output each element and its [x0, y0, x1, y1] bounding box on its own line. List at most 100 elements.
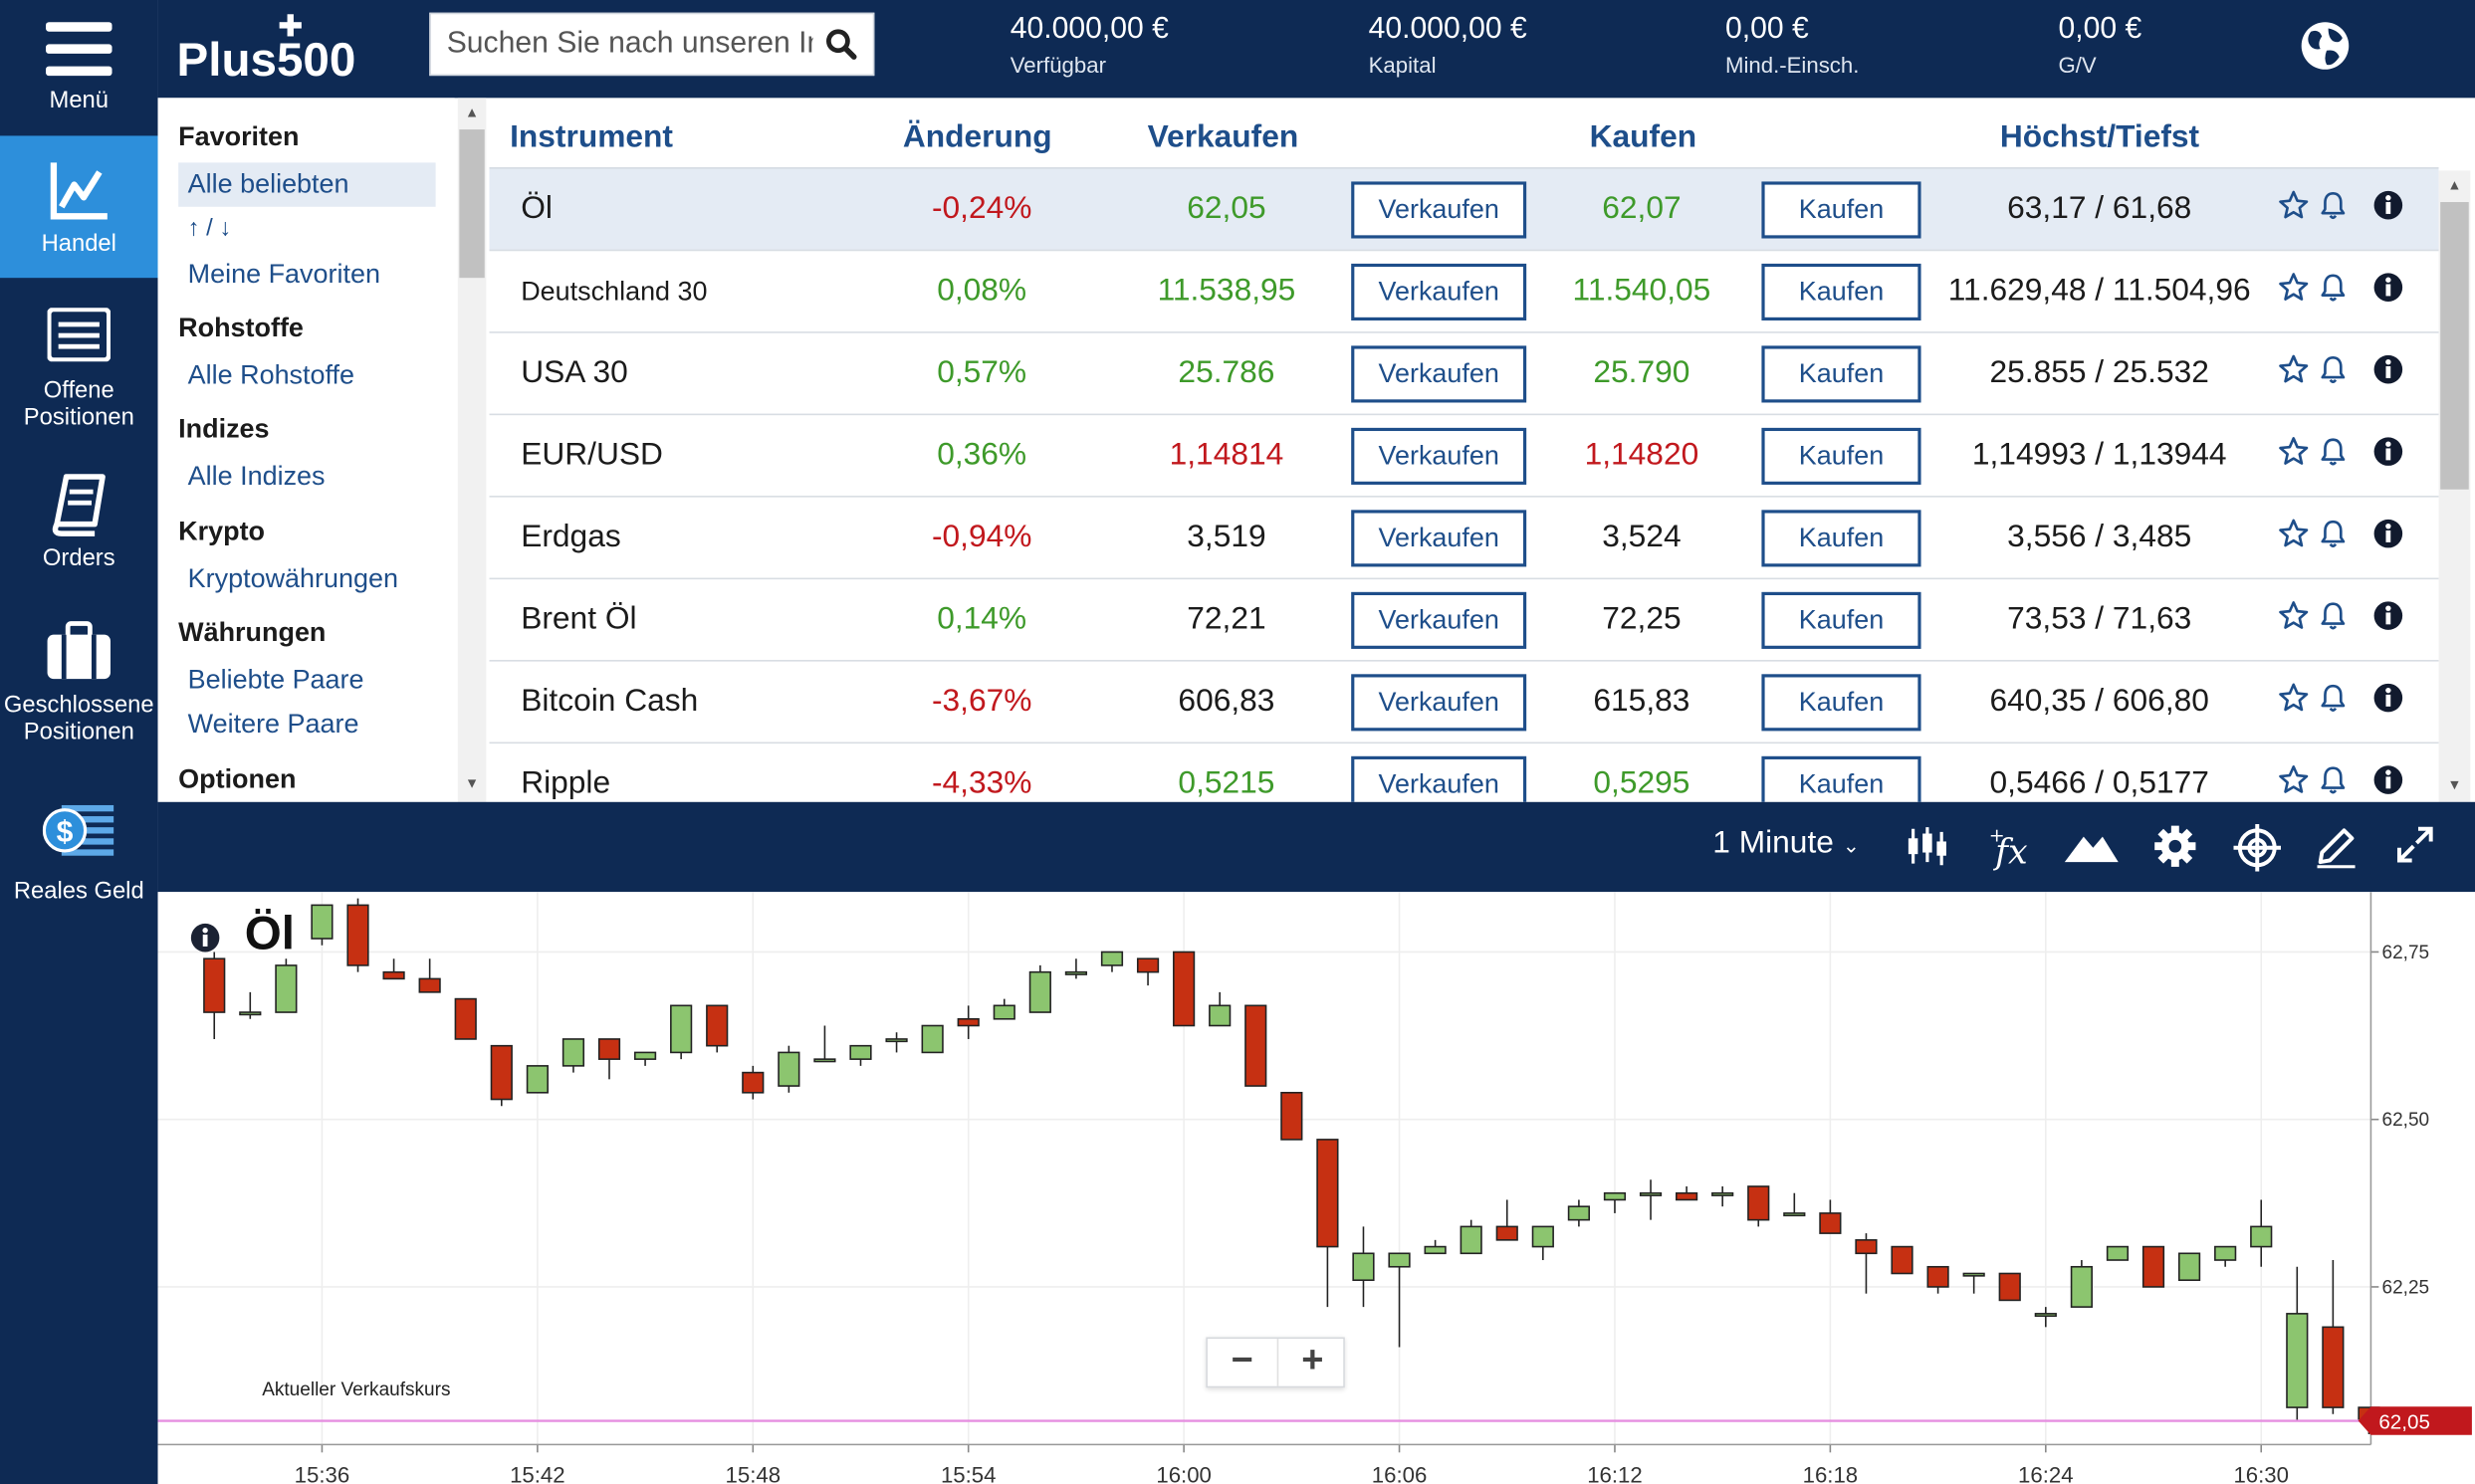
- nav-open-positions[interactable]: Offene Positionen: [0, 292, 158, 442]
- cat-heading-commodities: Rohstoffe: [178, 313, 304, 343]
- bell-icon[interactable]: [2318, 436, 2350, 468]
- table-scroll-thumb[interactable]: [2440, 202, 2469, 490]
- timeframe-select[interactable]: 1 Minute ⌄: [1712, 826, 1860, 862]
- mountain-chart-icon[interactable]: [2063, 824, 2120, 868]
- cat-all-commodities[interactable]: Alle Rohstoffe: [187, 359, 354, 390]
- star-icon[interactable]: [2278, 764, 2310, 796]
- star-icon[interactable]: [2278, 518, 2310, 549]
- bell-icon[interactable]: [2318, 764, 2350, 796]
- crosshair-icon[interactable]: [2233, 823, 2282, 872]
- scroll-down-arrow[interactable]: ▼: [464, 774, 480, 791]
- search-icon[interactable]: [825, 29, 857, 61]
- zoom-out-button[interactable]: −: [1231, 1339, 1253, 1381]
- expand-icon[interactable]: [2394, 824, 2435, 865]
- sell-button[interactable]: Verkaufen: [1351, 427, 1527, 485]
- info-icon[interactable]: [2372, 189, 2404, 221]
- star-icon[interactable]: [2278, 353, 2310, 385]
- table-row[interactable]: Ripple -4,33% 0,5215 Verkaufen 0,5295 Kaufen 0…: [490, 743, 2439, 802]
- cat-sort[interactable]: ↑ / ↓: [187, 214, 232, 242]
- candle-body: [1495, 1225, 1518, 1241]
- buy-button[interactable]: Kaufen: [1761, 755, 1921, 802]
- buy-button[interactable]: Kaufen: [1761, 181, 1921, 239]
- buy-button[interactable]: Kaufen: [1761, 510, 1921, 567]
- col-buy[interactable]: Kaufen: [1589, 119, 1697, 155]
- table-scrollbar[interactable]: ▲ ▼: [2438, 170, 2471, 802]
- scroll-thumb[interactable]: [459, 129, 485, 279]
- table-row[interactable]: Deutschland 30 0,08% 11.538,95 Verkaufen 11.…: [489, 251, 2439, 333]
- margin-value: 0,00 €: [1724, 12, 1809, 46]
- buy-button[interactable]: Kaufen: [1761, 591, 1921, 649]
- cat-all-indices[interactable]: Alle Indizes: [187, 461, 326, 492]
- star-icon[interactable]: [2278, 436, 2310, 468]
- cat-cryptocurrencies[interactable]: Kryptowährungen: [187, 563, 398, 594]
- table-row[interactable]: USA 30 0,57% 25.786 Verkaufen 25.790 Kaufen 25…: [489, 333, 2439, 416]
- nav-orders[interactable]: Orders: [0, 458, 158, 584]
- info-icon[interactable]: [2372, 764, 2404, 796]
- table-row[interactable]: Brent Öl 0,14% 72,21 Verkaufen 72,25 Kaufen 73…: [489, 579, 2439, 662]
- price-chart[interactable]: 62,75 62,50 62,25 15:36 15:42 15:48 15:54 16:00…: [157, 892, 2475, 1484]
- sell-button[interactable]: Verkaufen: [1351, 510, 1527, 567]
- candlestick-icon[interactable]: [1906, 824, 1949, 868]
- bell-icon[interactable]: [2318, 353, 2350, 385]
- buy-button[interactable]: Kaufen: [1761, 345, 1921, 403]
- candlestick-chart[interactable]: 62,75 62,50 62,25 15:36 15:42 15:48 15:54 16:00…: [157, 892, 2475, 1484]
- col-sell[interactable]: Verkaufen: [1147, 119, 1299, 155]
- x-tick-label: 16:30: [2233, 1462, 2289, 1484]
- buy-button[interactable]: Kaufen: [1761, 263, 1921, 320]
- buy-button[interactable]: Kaufen: [1761, 674, 1921, 732]
- cat-more-pairs[interactable]: Weitere Paare: [187, 709, 359, 740]
- plus500-logo[interactable]: Plus500: [173, 13, 410, 86]
- table-row[interactable]: Öl -0,24% 62,05 Verkaufen 62,07 Kaufen 63,17 /…: [489, 168, 2439, 252]
- col-change[interactable]: Änderung: [902, 119, 1052, 155]
- star-icon[interactable]: [2278, 189, 2310, 221]
- search-input[interactable]: [446, 14, 813, 75]
- table-row[interactable]: EUR/USD 0,36% 1,14814 Verkaufen 1,14820 Kaufe…: [489, 415, 2439, 498]
- indicators-fx-icon[interactable]: + fx: [1987, 824, 2031, 872]
- sell-button[interactable]: Verkaufen: [1351, 591, 1527, 649]
- bell-icon[interactable]: [2318, 189, 2350, 221]
- sell-button[interactable]: Verkaufen: [1351, 181, 1527, 239]
- bell-icon[interactable]: [2318, 600, 2350, 632]
- nav-real-money[interactable]: $ Reales Geld: [0, 789, 158, 916]
- bell-icon[interactable]: [2318, 272, 2350, 304]
- nav-trade[interactable]: Handel: [0, 135, 158, 279]
- menu-button[interactable]: Menü: [0, 0, 158, 134]
- svg-text:$: $: [57, 815, 74, 848]
- table-row[interactable]: Erdgas -0,94% 3,519 Verkaufen 3,524 Kaufen 3,5…: [489, 498, 2439, 580]
- scroll-up-arrow[interactable]: ▲: [464, 104, 480, 120]
- category-scrollbar[interactable]: ▲ ▼: [457, 98, 487, 802]
- table-scroll-down[interactable]: ▼: [2447, 776, 2462, 793]
- info-icon[interactable]: [189, 922, 221, 954]
- col-high-low[interactable]: Höchst/Tiefst: [1999, 119, 2200, 155]
- logo-text: Plus500: [177, 34, 356, 86]
- buy-price: 0,5295: [1593, 765, 1690, 801]
- sell-button[interactable]: Verkaufen: [1351, 263, 1527, 320]
- bell-icon[interactable]: [2318, 518, 2350, 549]
- table-scroll-up[interactable]: ▲: [2447, 176, 2462, 193]
- info-icon[interactable]: [2372, 518, 2404, 549]
- buy-button[interactable]: Kaufen: [1761, 427, 1921, 485]
- pencil-icon[interactable]: [2314, 824, 2358, 869]
- nav-closed-positions[interactable]: Geschlossene Positionen: [0, 608, 158, 758]
- info-icon[interactable]: [2372, 353, 2404, 385]
- info-icon[interactable]: [2372, 436, 2404, 468]
- sell-button[interactable]: Verkaufen: [1351, 674, 1527, 732]
- table-row[interactable]: Bitcoin Cash -3,67% 606,83 Verkaufen 615,83 K…: [489, 662, 2439, 744]
- x-tick-label: 16:12: [1587, 1462, 1643, 1484]
- cat-my-favorites[interactable]: Meine Favoriten: [187, 259, 380, 290]
- star-icon[interactable]: [2278, 272, 2310, 304]
- globe-icon[interactable]: [2298, 19, 2352, 73]
- cat-popular-pairs[interactable]: Beliebte Paare: [187, 664, 364, 695]
- sell-button[interactable]: Verkaufen: [1351, 755, 1527, 802]
- col-instrument[interactable]: Instrument: [510, 119, 673, 155]
- cat-all-popular[interactable]: Alle beliebten: [178, 162, 436, 207]
- star-icon[interactable]: [2278, 600, 2310, 632]
- info-icon[interactable]: [2372, 682, 2404, 714]
- star-icon[interactable]: [2278, 682, 2310, 714]
- info-icon[interactable]: [2372, 600, 2404, 632]
- info-icon[interactable]: [2372, 272, 2404, 304]
- gear-icon[interactable]: [2153, 824, 2197, 868]
- bell-icon[interactable]: [2318, 682, 2350, 714]
- sell-button[interactable]: Verkaufen: [1351, 345, 1527, 403]
- zoom-in-button[interactable]: +: [1276, 1339, 1347, 1386]
